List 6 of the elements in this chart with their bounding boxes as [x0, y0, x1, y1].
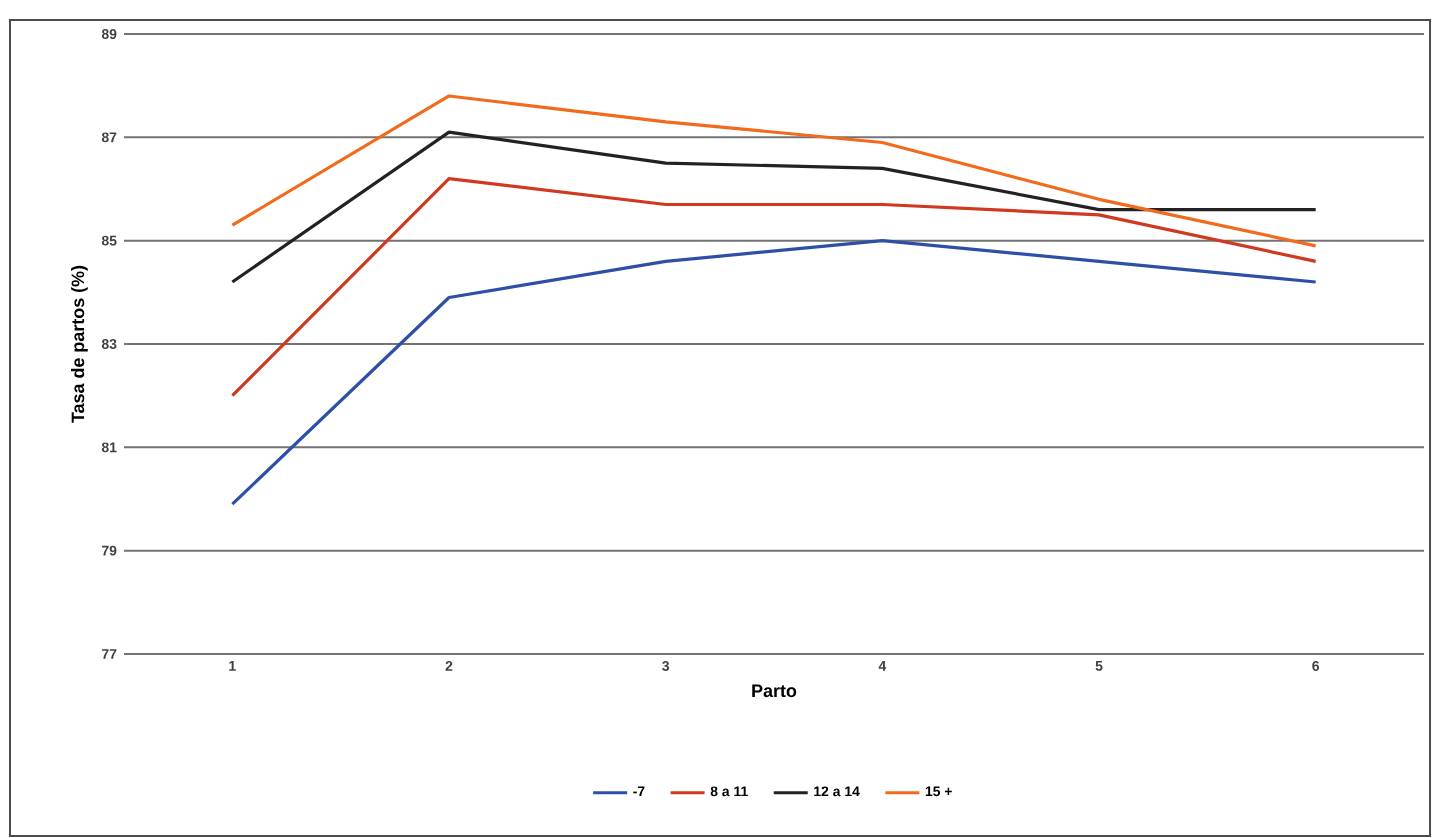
y-axis-title: Tasa de partos (%) [71, 265, 88, 423]
line-series [230, 94, 1318, 248]
x-axis-title: Parto [752, 684, 797, 698]
line-series [230, 239, 1318, 506]
line-series [230, 130, 1318, 284]
line-series [230, 177, 1318, 398]
